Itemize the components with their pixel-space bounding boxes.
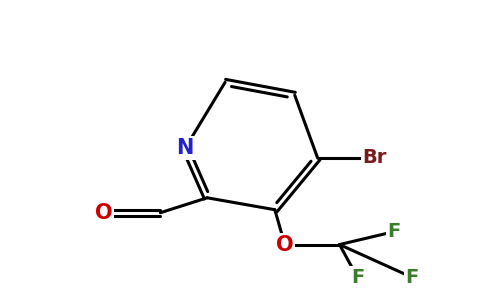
Text: F: F: [406, 268, 419, 287]
Text: O: O: [95, 203, 112, 223]
Text: O: O: [276, 235, 294, 255]
Text: F: F: [388, 222, 401, 241]
Text: N: N: [177, 138, 194, 158]
Text: F: F: [351, 268, 364, 287]
Text: Br: Br: [362, 148, 387, 167]
